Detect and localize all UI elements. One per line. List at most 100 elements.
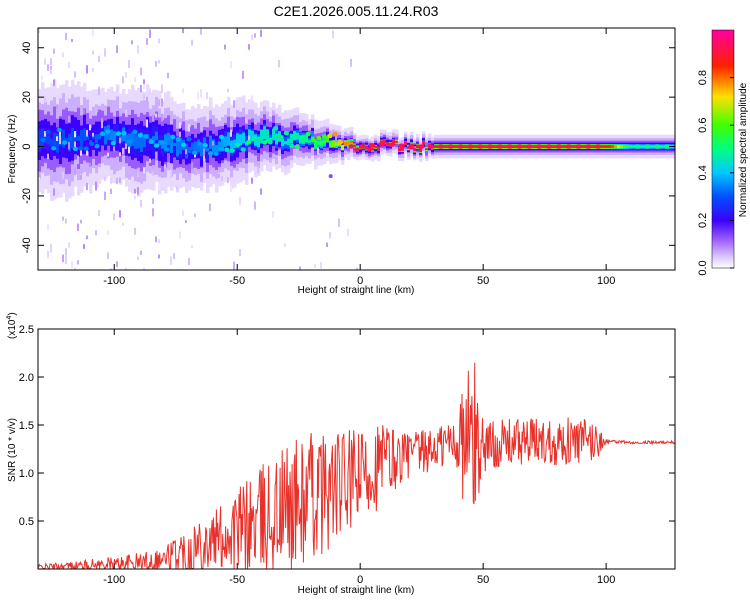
heatmap-cell (350, 141, 354, 143)
heatmap-speckle (134, 227, 136, 235)
heatmap-speckle (116, 45, 118, 54)
heatmap-cell (308, 140, 312, 143)
heatmap-cell (326, 137, 330, 143)
heatmap-speckle (329, 232, 331, 239)
heatmap-cell (134, 134, 138, 149)
heatmap-speckle (203, 148, 205, 157)
heatmap-cell (275, 133, 279, 145)
heatmap-cell (56, 133, 60, 153)
heatmap-cell (188, 147, 192, 153)
heatmap-speckle (251, 95, 253, 102)
heatmap-speckle (248, 135, 250, 143)
heatmap-speckle (86, 182, 88, 191)
ridge-peak (477, 144, 484, 149)
heatmap-speckle (50, 243, 52, 253)
ridge-peak (300, 135, 306, 141)
heatmap-cell (335, 142, 339, 146)
heatmap-speckle (209, 203, 211, 211)
heatmap-speckle (137, 256, 139, 261)
heatmap-cell (419, 148, 423, 153)
ridge-peak (427, 144, 435, 149)
heatmap-speckle (350, 58, 352, 67)
heatmap-cell (62, 129, 66, 148)
heatmap-speckle (65, 218, 67, 224)
heatmap-cell (236, 133, 240, 148)
ridge-peak (294, 144, 300, 149)
heatmap-cell (131, 132, 135, 146)
heatmap-cell (383, 139, 387, 144)
heatmap-cell (494, 145, 498, 148)
heatmap-speckle (338, 218, 340, 227)
ridge-peak (368, 143, 376, 148)
colorbar-tick-label: 0.8 (697, 70, 709, 85)
heatmap-cell (314, 140, 318, 149)
heatmap-speckle (200, 89, 202, 98)
heatmap-speckle (122, 148, 124, 155)
heatmap-cell (551, 145, 555, 148)
ridge-peak (289, 143, 295, 149)
heatmap-x-tick-label: -50 (229, 275, 245, 287)
ridge-peak (310, 137, 317, 143)
heatmap-speckle (80, 174, 82, 180)
heatmap-speckle (140, 250, 142, 255)
ridge-peak (526, 144, 533, 149)
ridge-peak (467, 144, 474, 149)
heatmap-cell (206, 148, 210, 152)
heatmap-cell (65, 137, 69, 145)
snr-multiplier-exponent: 4 (6, 316, 13, 320)
heatmap-cell (194, 141, 198, 156)
heatmap-cell (110, 129, 114, 141)
heatmap-cell (443, 145, 447, 148)
heatmap-cell (281, 138, 285, 147)
heatmap-x-tick-label: 0 (357, 275, 363, 287)
heatmap-speckle (113, 213, 115, 221)
heatmap-cell (251, 130, 255, 142)
heatmap-speckle (74, 141, 76, 151)
heatmap-cell (137, 136, 141, 149)
heatmap-cell (590, 145, 594, 148)
heatmap-speckle (140, 199, 142, 208)
heatmap-cell (260, 129, 264, 144)
ridge-peak (358, 144, 366, 149)
heatmap-cell (623, 145, 627, 148)
heatmap-speckle (149, 29, 151, 38)
ridge-peak (332, 131, 338, 137)
heatmap-cell (176, 139, 180, 157)
snr-y-tick-label: 1.5 (19, 420, 34, 432)
heatmap-speckle (137, 45, 139, 54)
ridge-peak (565, 144, 572, 149)
heatmap-speckle (149, 158, 151, 163)
heatmap-cell (368, 147, 372, 152)
ridge-peak (121, 130, 127, 136)
heatmap-speckle (161, 84, 163, 94)
heatmap-plot-frame (37, 27, 676, 271)
heatmap-speckle (59, 135, 61, 145)
heatmap-speckle (128, 179, 130, 183)
heatmap-speckle (182, 88, 184, 94)
heatmap-speckle (77, 223, 79, 232)
ridge-peak (126, 139, 133, 144)
heatmap-speckle (155, 151, 157, 160)
heatmap-cell (140, 132, 144, 152)
ridge-peak (398, 143, 405, 148)
ridge-peak (267, 139, 273, 145)
heatmap-cell (620, 145, 624, 148)
heatmap-speckle (188, 124, 190, 132)
ridge-peak (148, 139, 154, 144)
heatmap-speckle (170, 169, 172, 179)
heatmap-cell (77, 135, 81, 141)
heatmap-speckle (92, 29, 94, 37)
heatmap-cell (47, 135, 51, 145)
ridge-peak (408, 144, 415, 149)
heatmap-speckle (140, 85, 142, 93)
heatmap-cell (239, 134, 243, 146)
heatmap-cell (299, 135, 303, 144)
heatmap-x-tick-label: 100 (597, 275, 615, 287)
heatmap-cell (71, 127, 75, 149)
ridge-peak (388, 142, 395, 147)
heatmap-cell (266, 129, 270, 143)
heatmap-speckle (125, 109, 127, 115)
ridge-peak (89, 141, 95, 146)
heatmap-cell (377, 146, 381, 151)
heatmap-speckle (188, 257, 190, 266)
